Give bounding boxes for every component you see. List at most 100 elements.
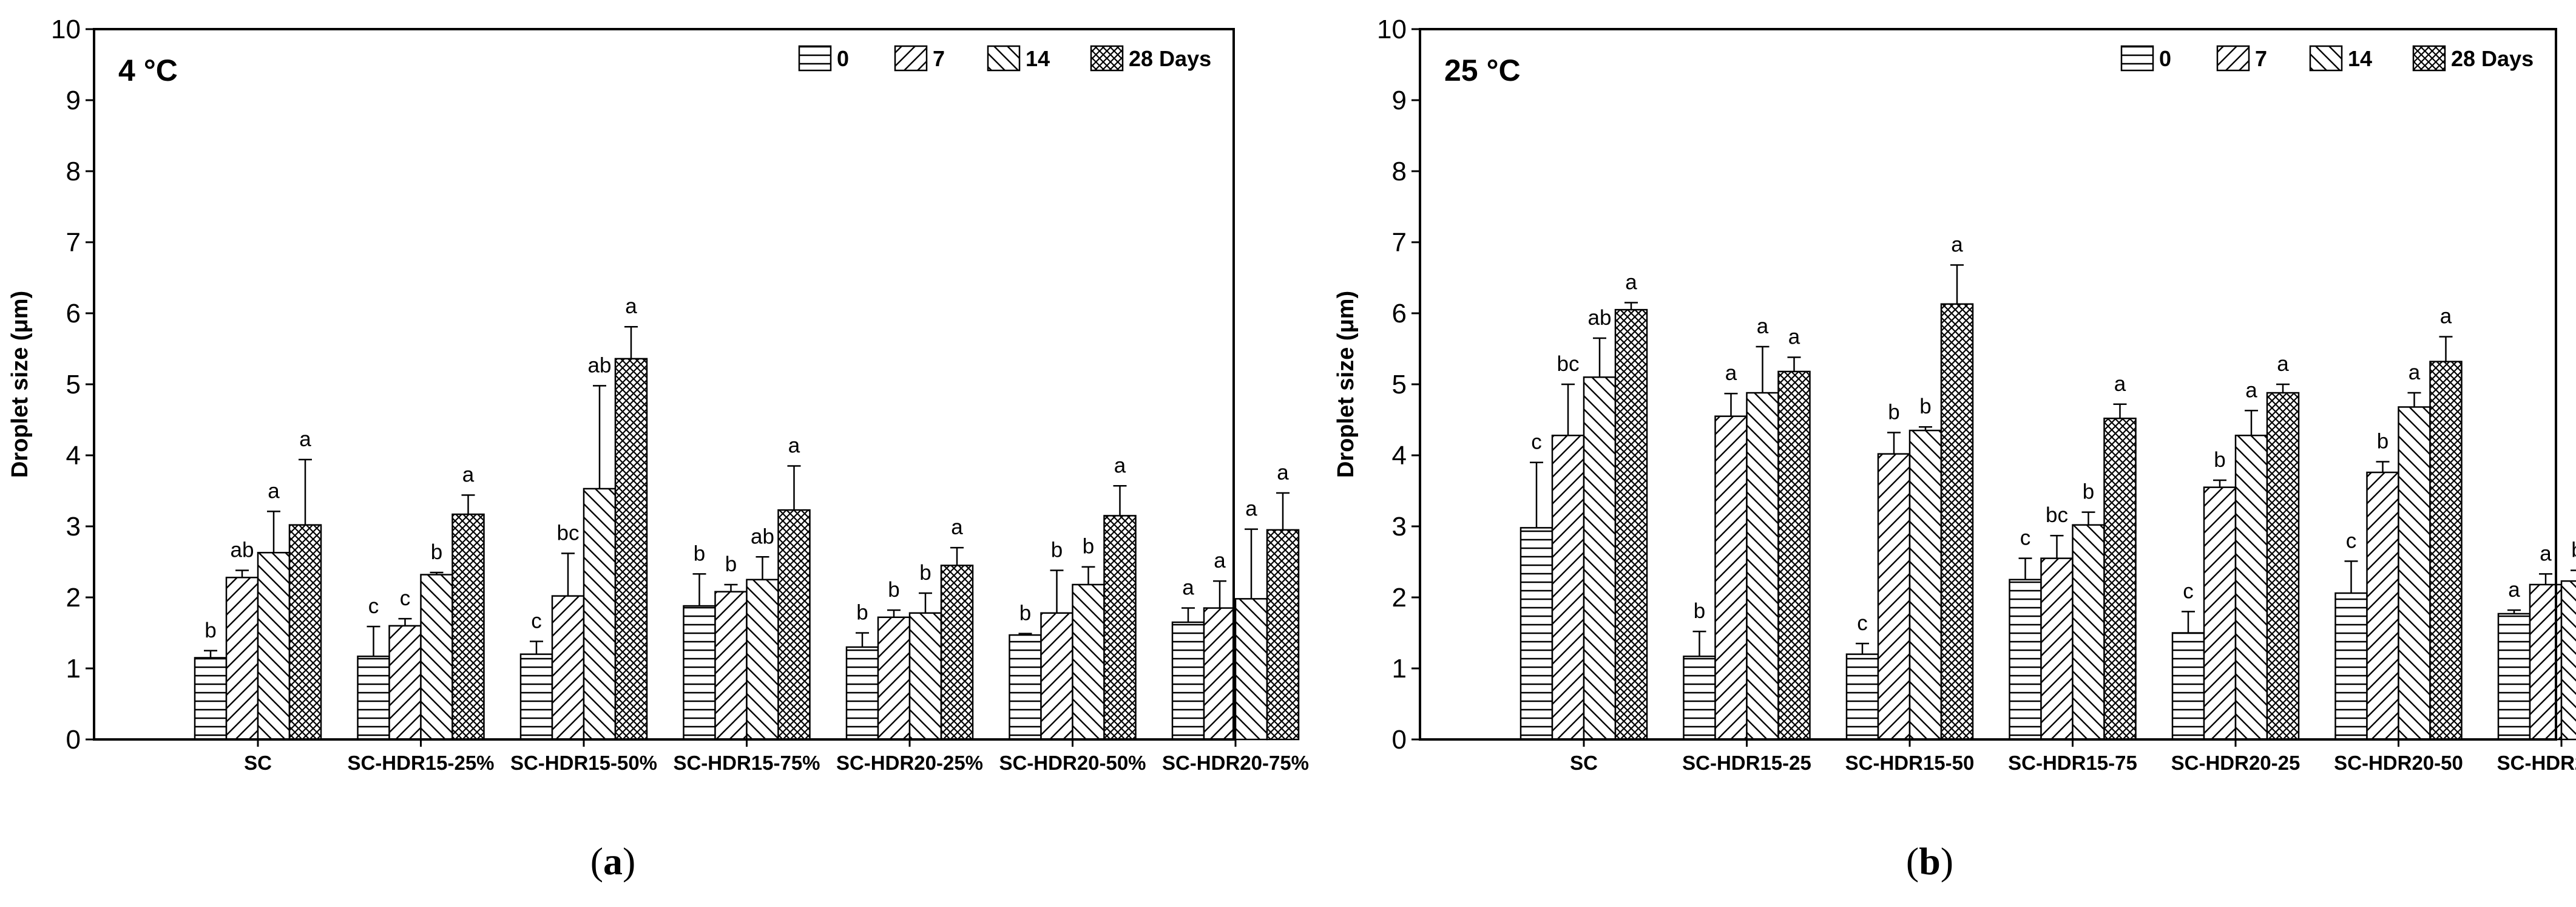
bar <box>1266 529 1300 741</box>
legend-swatch <box>2216 45 2250 72</box>
significance-letter: b <box>205 619 216 642</box>
bar <box>877 616 911 741</box>
significance-letter: b <box>1019 602 1031 625</box>
y-tick-label: 2 <box>1392 583 1407 613</box>
bar <box>1908 429 1942 741</box>
legend-label: 14 <box>1026 46 1050 71</box>
legend-label: 7 <box>2255 46 2267 71</box>
panel-title: 25 °C <box>1444 53 1521 87</box>
y-tick-label: 6 <box>1392 299 1407 328</box>
significance-letter: c <box>2346 529 2357 552</box>
x-tick-label: SC-HDR15-25% <box>347 752 494 774</box>
y-tick-label: 1 <box>1392 654 1407 684</box>
bar <box>420 574 453 741</box>
significance-letter: c <box>531 610 542 633</box>
significance-letter: ab <box>588 353 612 377</box>
y-tick-label: 8 <box>66 157 81 186</box>
bar <box>2398 406 2431 741</box>
significance-letter: b <box>1694 599 1705 623</box>
y-tick-label: 0 <box>66 725 81 755</box>
bar <box>714 591 748 741</box>
bar <box>1009 634 1042 741</box>
x-tick-label: SC <box>244 752 272 774</box>
significance-letter: b <box>1919 395 1931 418</box>
y-tick-label: 9 <box>66 86 81 115</box>
bar <box>2171 632 2205 741</box>
y-tick-label: 5 <box>1392 370 1407 399</box>
x-tick-label: SC-HDR20-25 <box>2171 752 2300 774</box>
bar <box>746 579 779 741</box>
bar <box>2040 557 2074 741</box>
y-tick-label: 5 <box>66 370 81 399</box>
bar <box>1103 515 1137 741</box>
significance-letter: b <box>2377 430 2388 454</box>
significance-letter: a <box>2114 372 2126 396</box>
bar <box>1583 376 1617 741</box>
significance-letter: a <box>1625 270 1637 294</box>
bar <box>451 513 485 741</box>
bar <box>1683 655 1716 741</box>
significance-letter: b <box>2083 480 2094 504</box>
bar <box>1877 453 1911 741</box>
legend-swatch <box>987 45 1021 72</box>
y-tick-label: 9 <box>1392 86 1407 115</box>
y-tick-label: 3 <box>66 512 81 542</box>
bar <box>777 509 811 741</box>
significance-letter: bc <box>1557 352 1580 376</box>
legend-label: 14 <box>2348 46 2372 71</box>
significance-letter: a <box>1951 233 1963 256</box>
significance-letter: ab <box>751 525 774 548</box>
bar <box>2429 361 2463 741</box>
x-tick-label: SC-HDR15-50 <box>1845 752 1975 774</box>
bar <box>2497 613 2531 741</box>
legend-label: 0 <box>837 46 849 71</box>
bar <box>519 653 553 741</box>
bar <box>2560 580 2576 741</box>
x-tick-label: SC <box>1570 752 1598 774</box>
x-tick-label: SC-HDR20-50 <box>2334 752 2463 774</box>
bar <box>2334 592 2368 741</box>
significance-letter: bc <box>2046 503 2068 527</box>
significance-letter: a <box>1214 549 1226 572</box>
y-tick-label: 4 <box>1392 441 1407 470</box>
bar <box>2203 486 2237 741</box>
significance-letter: b <box>694 542 705 565</box>
legend-label: 0 <box>2159 46 2171 71</box>
caption-b: (b) <box>1906 840 1953 883</box>
significance-letter: b <box>2571 538 2576 562</box>
plot-frame <box>93 28 1235 741</box>
legend-swatch <box>2412 45 2446 72</box>
significance-letter: b <box>2214 448 2225 472</box>
caption-a: (a) <box>590 840 636 883</box>
legend-swatch <box>1090 45 1124 72</box>
x-tick-label: SC-HDR15-50% <box>510 752 657 774</box>
bar <box>1845 653 1879 741</box>
significance-letter: ab <box>1588 306 1612 330</box>
significance-letter: a <box>2540 542 2552 565</box>
significance-letter: a <box>951 515 963 539</box>
y-tick-label: 10 <box>51 15 81 44</box>
significance-letter: a <box>788 434 800 458</box>
legend-swatch <box>2309 45 2343 72</box>
bar <box>1940 303 1974 741</box>
bar <box>908 612 942 741</box>
y-tick-label: 1 <box>66 654 81 684</box>
significance-letter: a <box>299 427 311 451</box>
y-tick-label: 6 <box>66 299 81 328</box>
panel-title: 4 °C <box>118 53 178 87</box>
y-axis-label: Droplet size (μm) <box>1333 291 1359 478</box>
x-tick-label: SC-HDR15-25 <box>1682 752 1811 774</box>
legend-label: 28 Days <box>2451 46 2534 71</box>
significance-letter: c <box>1531 430 1542 454</box>
bar <box>1614 308 1648 741</box>
bar <box>388 625 422 741</box>
significance-letter: c <box>368 594 379 618</box>
significance-letter: a <box>1277 461 1289 484</box>
significance-letter: b <box>431 540 442 564</box>
bar <box>225 576 259 741</box>
significance-letter: b <box>888 578 899 602</box>
significance-letter: b <box>856 601 868 625</box>
significance-letter: b <box>1888 401 1899 424</box>
legend-swatch <box>2120 45 2154 72</box>
